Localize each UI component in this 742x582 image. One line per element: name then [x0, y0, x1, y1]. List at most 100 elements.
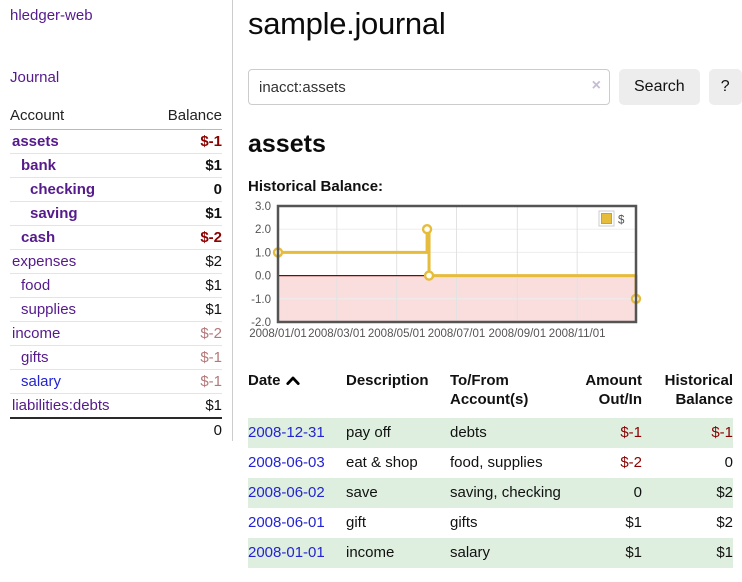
register-row: 2008-01-01 income salary $1 $1 — [248, 538, 733, 568]
sidebar-account-link[interactable]: food — [21, 276, 51, 294]
register-cell-balance: 0 — [724, 454, 733, 471]
register-cell-description: pay off — [346, 424, 391, 441]
sidebar-account-link[interactable]: liabilities:debts — [12, 396, 110, 414]
account-balance: $1 — [205, 300, 222, 318]
register-row: 2008-12-31 pay off debts $-1 $-1 — [248, 418, 733, 448]
register-cell-amount: $1 — [625, 544, 642, 561]
register-rows: 2008-12-31 pay off debts $-1 $-1 2008-06-03 ea… — [248, 418, 733, 568]
clear-search-icon[interactable]: × — [591, 77, 601, 94]
sidebar-account-row: salary $-1 — [10, 369, 222, 393]
register-header-date: Date — [248, 366, 346, 418]
sidebar-account-row: bank $1 — [10, 153, 222, 177]
sidebar-account-row: liabilities:debts $1 — [10, 393, 222, 417]
historical-balance-chart: 3.0 2.0 1.0 0.0 -1.0 -2.0 2008/01/01 2008/03/01… — [248, 200, 742, 346]
register-cell-date: 2008-06-03 — [248, 448, 346, 478]
account-balance: 0 — [213, 180, 222, 198]
page-title: sample.journal — [248, 6, 446, 41]
sidebar-account-link[interactable]: cash — [21, 228, 56, 246]
sidebar-account-row: gifts $-1 — [10, 345, 222, 369]
sidebar-account-link[interactable]: gifts — [21, 348, 49, 366]
account-balance: $-1 — [200, 348, 222, 366]
account-balance: $-1 — [200, 132, 222, 150]
register-cell-date: 2008-06-02 — [248, 478, 346, 508]
sidebar-account-link[interactable]: bank — [21, 156, 57, 174]
account-balance: $2 — [205, 252, 222, 270]
svg-text:2008/03/01: 2008/03/01 — [308, 328, 366, 340]
sidebar-account-row: assets $-1 — [10, 130, 222, 153]
main-content: sample.journal × Search ? assets Histori… — [232, 0, 742, 568]
register-cell-amount: 0 — [633, 484, 642, 501]
current-account-heading: assets — [248, 130, 326, 158]
sidebar-account-link[interactable]: salary — [21, 372, 62, 390]
svg-text:$: $ — [618, 215, 625, 227]
register-cell-description: income — [346, 544, 395, 561]
transaction-date-link[interactable]: 2008-12-31 — [248, 424, 325, 441]
register-header-amount: Amount Out/In — [585, 372, 642, 408]
date-header-label: Date — [248, 372, 281, 389]
register-header-balance: Historical Balance — [664, 372, 733, 408]
register-cell-balance: $-1 — [711, 424, 733, 441]
sidebar-item-journal[interactable]: Journal — [10, 69, 60, 86]
sidebar-account-link[interactable]: supplies — [21, 300, 77, 318]
account-balance: $1 — [205, 156, 222, 174]
register-cell-balance: $2 — [716, 484, 733, 501]
register-cell-amount: $1 — [625, 514, 642, 531]
accounts-table-header: Account Balance — [10, 103, 222, 130]
app-brand-link[interactable]: hledger-web — [10, 7, 93, 24]
register-row: 2008-06-02 save saving, checking 0 $2 — [248, 478, 733, 508]
accounts-header-account: Account — [10, 107, 65, 124]
sidebar-account-row: checking 0 — [10, 177, 222, 201]
sidebar-divider — [232, 0, 233, 441]
sidebar-account-row: cash $-2 — [10, 225, 222, 249]
accounts-total: 0 — [10, 417, 222, 443]
register-table: Date Description To/From Account(s) Amou… — [248, 366, 733, 568]
sidebar-account-row: food $1 — [10, 273, 222, 297]
help-button[interactable]: ? — [708, 69, 742, 105]
svg-text:1.0: 1.0 — [255, 247, 271, 259]
sidebar-account-link[interactable]: assets — [12, 132, 59, 150]
sidebar-account-link[interactable]: saving — [30, 204, 78, 222]
register-cell-description: save — [346, 484, 378, 501]
svg-text:-1.0: -1.0 — [251, 294, 271, 306]
transaction-date-link[interactable]: 2008-01-01 — [248, 544, 325, 561]
register-cell-date: 2008-01-01 — [248, 538, 346, 568]
sidebar-account-row: saving $1 — [10, 201, 222, 225]
sidebar-account-link[interactable]: expenses — [12, 252, 77, 270]
register-header-accounts: To/From Account(s) — [450, 372, 529, 408]
svg-text:2008/11/01: 2008/11/01 — [549, 328, 606, 340]
register-cell-accounts: debts — [450, 424, 487, 441]
transaction-date-link[interactable]: 2008-06-01 — [248, 514, 325, 531]
register-cell-accounts: food, supplies — [450, 454, 543, 471]
register-cell-description: eat & shop — [346, 454, 418, 471]
svg-text:0.0: 0.0 — [255, 271, 271, 283]
register-header-description: Description — [346, 372, 429, 389]
register-row: 2008-06-03 eat & shop food, supplies $-2 0 — [248, 448, 733, 478]
register-cell-amount: $-2 — [620, 454, 642, 471]
search-button[interactable]: Search — [619, 69, 700, 105]
sidebar-account-row: expenses $2 — [10, 249, 222, 273]
svg-text:-2.0: -2.0 — [251, 317, 271, 329]
sidebar-account-link[interactable]: checking — [30, 180, 96, 198]
account-balance: $1 — [205, 276, 222, 294]
transaction-date-link[interactable]: 2008-06-03 — [248, 454, 325, 471]
register-cell-accounts: salary — [450, 544, 491, 561]
account-balance: $-1 — [200, 372, 222, 390]
sidebar-account-row: income $-2 — [10, 321, 222, 345]
svg-text:3.0: 3.0 — [255, 201, 271, 213]
account-balance: $1 — [205, 396, 222, 414]
account-rows: assets $-1 bank $1 checking 0 saving $1 cash $-2 e… — [10, 130, 222, 417]
account-balance: $1 — [205, 204, 222, 222]
sidebar: hledger-web Journal Account Balance asse… — [0, 0, 232, 443]
register-cell-balance: $2 — [716, 514, 733, 531]
sidebar-account-link[interactable]: income — [12, 324, 61, 342]
svg-text:2008/05/01: 2008/05/01 — [368, 328, 426, 340]
register-header-row: Date Description To/From Account(s) Amou… — [248, 366, 733, 418]
transaction-date-link[interactable]: 2008-06-02 — [248, 484, 325, 501]
register-cell-accounts: saving, checking — [450, 484, 561, 501]
chart-title: Historical Balance: — [248, 178, 384, 195]
register-row: 2008-06-01 gift gifts $1 $2 — [248, 508, 733, 538]
register-cell-date: 2008-06-01 — [248, 508, 346, 538]
sidebar-account-row: supplies $1 — [10, 297, 222, 321]
search-input[interactable] — [248, 69, 610, 105]
